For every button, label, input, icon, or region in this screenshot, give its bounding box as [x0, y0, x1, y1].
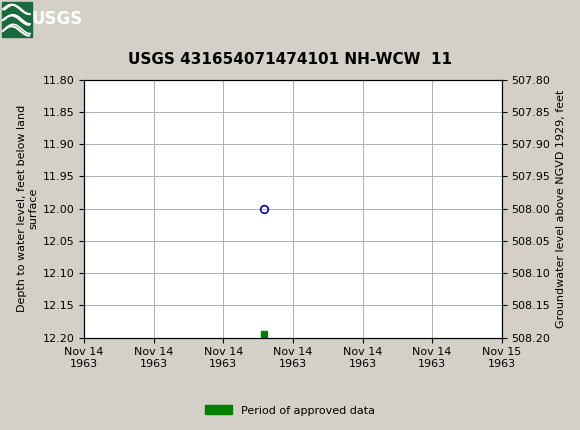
- Legend: Period of approved data: Period of approved data: [200, 401, 380, 420]
- Bar: [2, 2, 32, 37]
- Y-axis label: Groundwater level above NGVD 1929, feet: Groundwater level above NGVD 1929, feet: [556, 89, 566, 328]
- Y-axis label: Depth to water level, feet below land
surface: Depth to water level, feet below land su…: [17, 105, 38, 312]
- Text: USGS: USGS: [32, 10, 83, 28]
- Text: USGS 431654071474101 NH-WCW  11: USGS 431654071474101 NH-WCW 11: [128, 52, 452, 67]
